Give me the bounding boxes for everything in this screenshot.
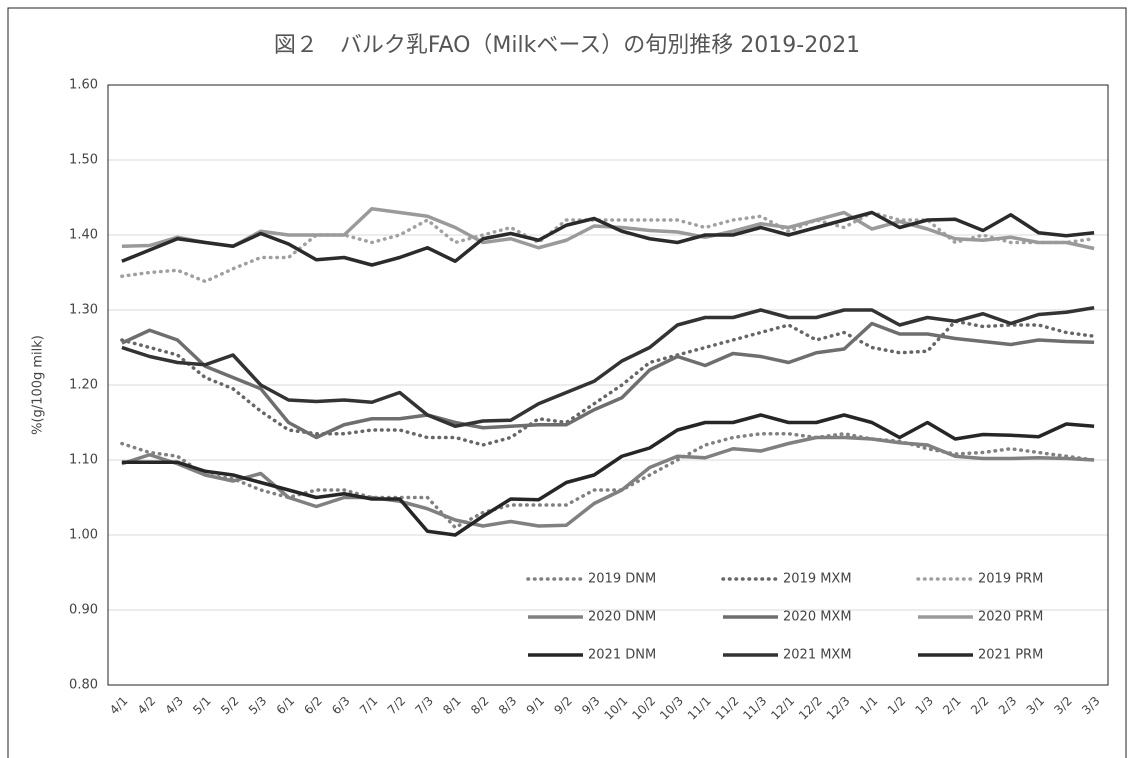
series-line: [121, 435, 1095, 528]
series-line: [120, 210, 1096, 284]
chart-frame: [7, 7, 1127, 758]
legend-label: 2021 DNM: [588, 648, 656, 663]
legend-label: 2019 DNM: [588, 572, 656, 587]
series-line: [121, 321, 1095, 440]
y-tick-label: 1.30: [69, 303, 98, 318]
series-line: [120, 432, 1096, 530]
series-line: [121, 306, 1095, 428]
y-tick-label: 1.40: [69, 228, 98, 243]
legend-label: 2021 PRM: [978, 648, 1043, 663]
y-tick-label: 0.90: [69, 603, 98, 618]
chart-title: 図２ バルク乳FAO（Milkベース）の旬別推移 2019-2021: [274, 33, 860, 58]
legend-label: 2019 PRM: [978, 572, 1043, 587]
y-tick-label: 1.20: [69, 378, 98, 393]
y-tick-label: 1.00: [69, 528, 98, 543]
y-tick-label: 1.10: [69, 453, 98, 468]
series-line: [121, 413, 1095, 537]
legend-label: 2020 PRM: [978, 610, 1043, 625]
legend-label: 2020 DNM: [588, 610, 656, 625]
legend-label: 2021 MXM: [783, 648, 852, 663]
y-tick-label: 0.80: [69, 678, 98, 693]
y-axis-label: %(g/100g milk): [31, 335, 46, 435]
legend-label: 2019 MXM: [783, 572, 852, 587]
y-tick-label: 1.60: [69, 78, 98, 93]
plot-frame: [107, 84, 1109, 686]
series-line: [121, 210, 1095, 267]
legend-label: 2020 MXM: [783, 610, 852, 625]
series-line: [120, 319, 1096, 447]
y-tick-label: 1.50: [69, 153, 98, 168]
